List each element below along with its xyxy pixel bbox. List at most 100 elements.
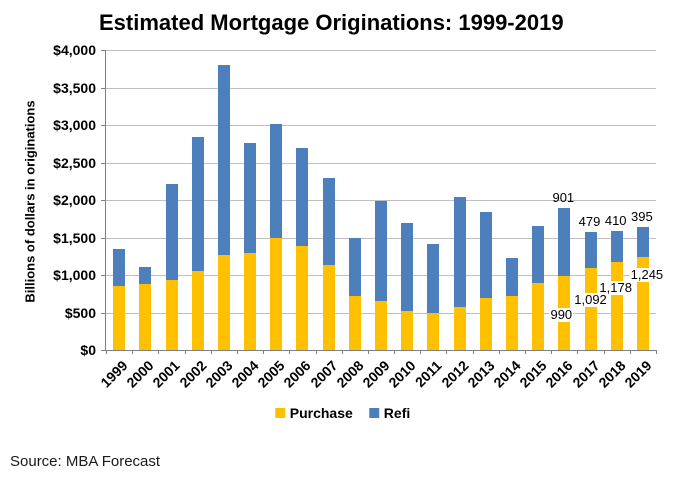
y-axis-tick	[101, 200, 106, 201]
x-axis-tick	[289, 350, 291, 354]
bar-refi-2012	[453, 197, 466, 307]
refi-value-label: 395	[631, 209, 653, 224]
y-tick-label: $3,000	[53, 117, 96, 133]
bar-purchase-2001	[165, 280, 178, 351]
gridline	[106, 200, 656, 201]
bar-purchase-2005	[270, 237, 283, 350]
x-axis-tick	[341, 350, 343, 354]
y-tick-label: $1,000	[53, 267, 96, 283]
gridline	[106, 125, 656, 126]
bar-purchase-2015	[532, 283, 545, 351]
bar-purchase-2014	[506, 296, 518, 350]
bar-refi-2008	[348, 237, 361, 296]
bar-purchase-1999	[113, 285, 126, 350]
bar-refi-2010	[401, 223, 414, 312]
purchase-value-label: 1,092	[573, 292, 608, 308]
legend: Purchase Refi	[274, 405, 411, 421]
gridline	[106, 87, 656, 89]
bar-refi-2005	[270, 124, 283, 238]
legend-label-purchase: Purchase	[289, 405, 353, 421]
bar-refi-2015	[532, 226, 545, 284]
legend-item-refi: Refi	[368, 405, 411, 421]
bar-purchase-2010	[401, 311, 414, 350]
x-axis-tick	[367, 350, 369, 354]
bar-purchase-2007	[322, 265, 335, 350]
x-axis-tick	[315, 350, 317, 354]
legend-item-purchase: Purchase	[274, 405, 353, 421]
y-axis-tick	[101, 237, 106, 239]
y-tick-label: $500	[64, 304, 96, 321]
refi-value-label: 479	[578, 214, 601, 230]
bar-purchase-2000	[139, 284, 152, 350]
y-axis-tick	[101, 50, 106, 51]
purchase-value-label: 990	[549, 306, 574, 322]
y-axis-tick	[101, 312, 106, 314]
y-tick-label: $3,500	[53, 79, 96, 96]
bar-purchase-2002	[191, 270, 204, 350]
x-axis-tick	[263, 350, 265, 354]
y-axis-tick	[101, 87, 106, 89]
x-axis-tick	[420, 350, 422, 354]
bar-refi-1999	[113, 248, 126, 286]
bar-purchase-2013	[479, 297, 492, 350]
bar-purchase-2008	[348, 296, 361, 350]
x-axis-tick	[132, 350, 134, 354]
bar-refi-2006	[296, 147, 309, 246]
bar-refi-2000	[139, 266, 152, 285]
x-axis-tick	[210, 350, 212, 354]
bar-refi-2011	[427, 243, 440, 314]
bar-refi-2017	[584, 232, 597, 269]
y-axis-tick	[101, 350, 106, 351]
x-axis-tick	[472, 350, 474, 354]
x-axis-tick	[525, 350, 527, 354]
gridline	[106, 162, 656, 164]
purchase-value-label: 1,245	[629, 266, 665, 282]
x-axis-tick	[158, 350, 160, 354]
refi-value-label: 410	[604, 212, 627, 228]
bar-refi-2013	[479, 212, 492, 298]
y-axis-tick	[101, 162, 106, 164]
chart-title: Estimated Mortgage Originations: 1999-20…	[99, 10, 564, 35]
bar-refi-2018	[610, 230, 623, 262]
bar-refi-2007	[322, 178, 335, 266]
refi-swatch-icon	[368, 408, 379, 418]
x-axis-tick	[603, 350, 605, 354]
gridline	[106, 50, 656, 51]
bar-purchase-2009	[375, 300, 387, 350]
bar-refi-2002	[191, 137, 204, 271]
y-tick-label: $1,500	[53, 229, 96, 246]
x-axis-tick	[551, 350, 553, 354]
bar-refi-2003	[217, 65, 230, 256]
x-axis-tick	[446, 350, 448, 354]
x-axis-tick	[629, 350, 631, 354]
x-axis-tick	[236, 350, 238, 354]
bar-purchase-2003	[217, 255, 230, 350]
bar-purchase-2006	[296, 245, 309, 350]
x-axis-tick	[498, 350, 500, 354]
y-axis-tick	[101, 125, 106, 126]
source-note: Source: MBA Forecast	[10, 453, 161, 470]
plot-area	[101, 50, 657, 354]
bar-refi-2001	[165, 183, 178, 281]
x-axis-tick	[577, 350, 579, 354]
bar-purchase-2018	[610, 261, 623, 350]
y-axis-title: Billions of dollars in originations	[22, 100, 38, 303]
refi-value-label: 901	[552, 190, 575, 206]
y-tick-label: $0	[80, 342, 96, 358]
bar-purchase-2017	[584, 268, 597, 350]
y-tick-label: $4,000	[53, 42, 96, 58]
y-tick-label: $2,000	[53, 192, 96, 208]
x-axis-tick	[184, 350, 186, 354]
bar-refi-2004	[244, 143, 256, 253]
bar-purchase-2004	[244, 252, 256, 350]
x-axis-tick	[106, 350, 107, 354]
x-axis-tick	[394, 350, 396, 354]
bar-refi-2009	[375, 200, 387, 301]
x-axis-tick	[656, 350, 657, 354]
legend-label-refi: Refi	[383, 405, 411, 421]
bar-purchase-2011	[427, 313, 440, 351]
y-tick-label: $2,500	[53, 154, 96, 171]
purchase-value-label: 1,178	[598, 279, 633, 295]
y-axis-tick	[101, 275, 106, 276]
